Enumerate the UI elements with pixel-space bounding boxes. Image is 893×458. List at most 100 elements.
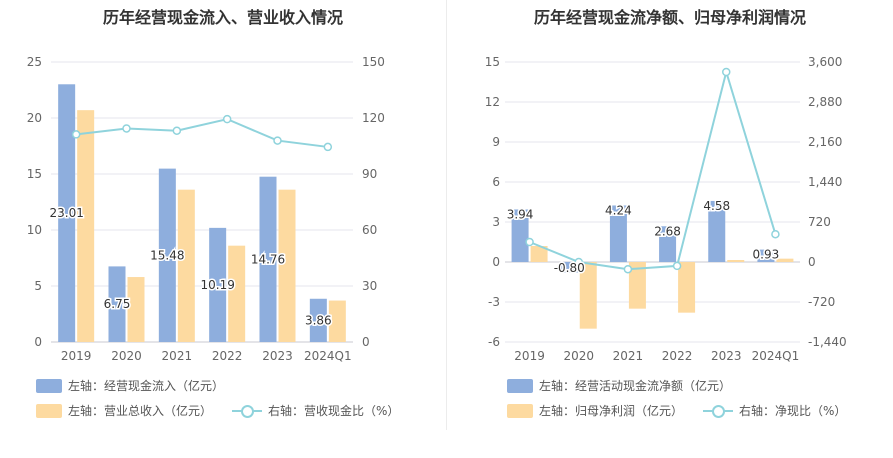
- legend-label: 右轴：营收现金比（%）: [268, 404, 400, 418]
- bar-data-label: 10.19: [200, 278, 234, 292]
- legend-item-revenue[interactable]: 左轴：营业总收入（亿元）: [36, 402, 212, 419]
- chart-plot: -6 -1,440 -3 -720 0 0 3 720 6 1,440 9 2,160 12 2,880 1…: [485, 55, 847, 363]
- line-point: [273, 136, 282, 145]
- y-right-tick-label: 720: [808, 215, 831, 229]
- x-tick-label: 2021: [162, 349, 193, 363]
- x-tick-label: 2021: [613, 349, 644, 363]
- x-tick-label: 2024Q1: [752, 349, 800, 363]
- line-point: [172, 126, 182, 135]
- line-series: [76, 118, 328, 148]
- y-left-tick-label: 12: [485, 95, 500, 109]
- x-tick-label: 2019: [514, 349, 545, 363]
- bar-series-2: [727, 260, 745, 262]
- legend-swatch-bar: [36, 403, 62, 418]
- y-left-tick-label: 5: [34, 279, 42, 293]
- y-right-tick-label: -1,440: [808, 335, 847, 349]
- legend-swatch-bar: [507, 378, 533, 393]
- bar-series-1: [259, 176, 277, 342]
- bar-series-2: [278, 189, 296, 342]
- line-point: [722, 67, 731, 77]
- bar-data-label: 23.01: [49, 206, 83, 220]
- panel-divider: [446, 0, 447, 430]
- legend-label: 左轴：经营现金流入（亿元）: [68, 379, 225, 393]
- x-tick-label: 2023: [262, 349, 293, 363]
- x-tick-label: 2020: [563, 349, 594, 363]
- y-left-tick-label: 25: [27, 55, 42, 69]
- bar-data-label: 0.93: [753, 248, 780, 262]
- y-right-tick-label: -720: [808, 295, 835, 309]
- x-tick-label: 2022: [662, 349, 693, 363]
- bar-data-label: 3.86: [305, 313, 332, 327]
- line-point: [71, 130, 81, 139]
- x-tick-label: 2024Q1: [304, 349, 352, 363]
- bar-data-label: -0.80: [554, 261, 585, 275]
- x-tick-label: 2022: [212, 349, 243, 363]
- bar-series-1: [511, 209, 529, 262]
- bar-series-2: [579, 262, 597, 329]
- legend-swatch-line: [232, 404, 262, 418]
- x-tick-label: 2023: [711, 349, 742, 363]
- line-point: [122, 124, 131, 133]
- bar-series-2: [678, 262, 696, 313]
- legend-item-cash-inflow[interactable]: 左轴：经营现金流入（亿元）: [36, 377, 224, 394]
- legend-label: 右轴：净现比（%）: [739, 404, 847, 418]
- bar-series-1: [158, 168, 176, 342]
- bar-data-label: 4.58: [703, 199, 730, 213]
- chart-title: 历年经营现金流入、营业收入情况: [102, 8, 343, 27]
- bar-data-label: 2.68: [654, 224, 681, 238]
- bar-series-1: [708, 200, 726, 262]
- chart-title: 历年经营现金流净额、归母净利润情况: [533, 8, 806, 27]
- y-left-tick-label: 6: [492, 175, 500, 189]
- legend-swatch-line: [703, 404, 733, 418]
- y-right-tick-label: 0: [362, 335, 370, 349]
- chart-panel-cash-inflow: 历年经营现金流入、营业收入情况 0 0 5 30 10 60 15 90 20 120 25 150 2…: [0, 0, 446, 458]
- y-right-tick-label: 0: [808, 255, 816, 269]
- bar-series-1: [209, 227, 227, 342]
- line-point: [222, 114, 232, 124]
- bar-series-1: [659, 226, 677, 262]
- y-left-tick-label: 15: [485, 55, 500, 69]
- bar-data-label: 3.94: [507, 207, 534, 221]
- legend-label: 左轴：归母净利润（亿元）: [539, 404, 684, 418]
- y-right-tick-label: 3,600: [808, 55, 842, 69]
- line-point: [574, 257, 583, 267]
- legend-item-net-cash-ratio[interactable]: 右轴：净现比（%）: [703, 402, 846, 419]
- y-right-tick-label: 30: [362, 279, 377, 293]
- y-right-tick-label: 150: [362, 55, 385, 69]
- x-tick-label: 2019: [61, 349, 92, 363]
- bar-data-label: 15.48: [150, 248, 184, 262]
- legend-label: 左轴：经营活动现金流净额（亿元）: [539, 379, 732, 393]
- bar-series-1: [560, 262, 578, 273]
- bar-series-2: [776, 258, 794, 262]
- y-left-tick-label: 3: [492, 215, 500, 229]
- legend-swatch-bar: [507, 403, 533, 418]
- bar-series-1: [58, 84, 76, 343]
- line-point: [771, 229, 780, 239]
- legend-item-net-profit[interactable]: 左轴：归母净利润（亿元）: [507, 402, 683, 419]
- y-left-tick-label: 9: [492, 135, 500, 149]
- bar-series-1: [757, 249, 775, 262]
- bar-series-2: [127, 277, 145, 342]
- bar-data-label: 4.24: [605, 203, 632, 217]
- line-point: [672, 261, 682, 271]
- y-left-tick-label: 20: [27, 111, 42, 125]
- bar-series-2: [228, 245, 246, 342]
- chart-panel-net-cash: 历年经营现金流净额、归母净利润情况 -6 -1,440 -3 -720 0 0 3 720 6 1…: [447, 0, 893, 458]
- legend-item-cash-ratio[interactable]: 右轴：营收现金比（%）: [232, 402, 399, 419]
- y-left-tick-label: -6: [488, 335, 500, 349]
- bar-data-label: 6.75: [104, 297, 131, 311]
- y-left-tick-label: 15: [27, 167, 42, 181]
- y-right-tick-label: 120: [362, 111, 385, 125]
- bar-data-label: 14.76: [251, 252, 285, 266]
- bar-series-1: [309, 298, 327, 342]
- line-series: [529, 68, 777, 271]
- line-point: [525, 237, 534, 247]
- bar-series-2: [530, 246, 548, 262]
- bar-series-1: [609, 205, 627, 262]
- y-right-tick-label: 90: [362, 167, 377, 181]
- bar-series-2: [628, 262, 646, 309]
- legend-item-net-cash-flow[interactable]: 左轴：经营活动现金流净额（亿元）: [507, 377, 731, 394]
- bar-series-2: [328, 300, 346, 342]
- bar-series-2: [77, 110, 95, 342]
- y-left-tick-label: 0: [492, 255, 500, 269]
